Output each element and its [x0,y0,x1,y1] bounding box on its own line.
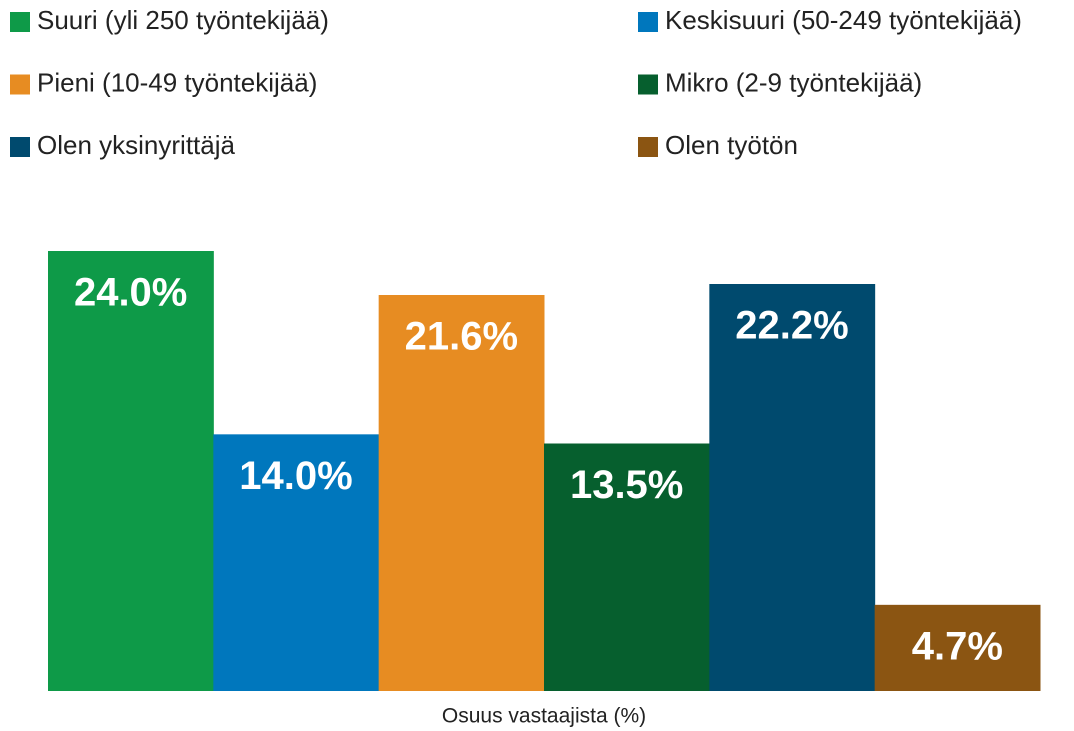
data-label: 4.7% [912,624,1003,668]
bar [544,443,710,691]
x-tick-label: Osuus vastaajista (%) [442,705,646,728]
legend-swatch [638,74,658,95]
bar [709,284,876,691]
legend-label: Olen yksinyrittäjä [37,130,235,160]
data-label: 21.6% [405,315,518,359]
legend-swatch [10,12,30,32]
legend-label: Keskisuuri (50-249 työntekijää) [665,5,1022,35]
legend-swatch [10,137,30,157]
legend-swatch [638,137,658,157]
bar [874,604,1041,691]
legend-swatch [10,74,30,95]
bar [213,434,380,691]
bar [48,251,214,691]
legend-label: Mikro (2-9 työntekijää) [665,67,922,97]
bar [378,295,545,691]
legend-swatch [638,12,658,32]
data-label: 22.2% [735,304,848,348]
legend-label: Pieni (10-49 työntekijää) [37,67,317,97]
legend-label: Olen työtön [665,130,798,160]
data-label: 14.0% [239,454,352,498]
legend-label: Suuri (yli 250 työntekijää) [37,5,329,35]
data-label: 13.5% [570,463,683,507]
data-label: 24.0% [74,271,187,315]
